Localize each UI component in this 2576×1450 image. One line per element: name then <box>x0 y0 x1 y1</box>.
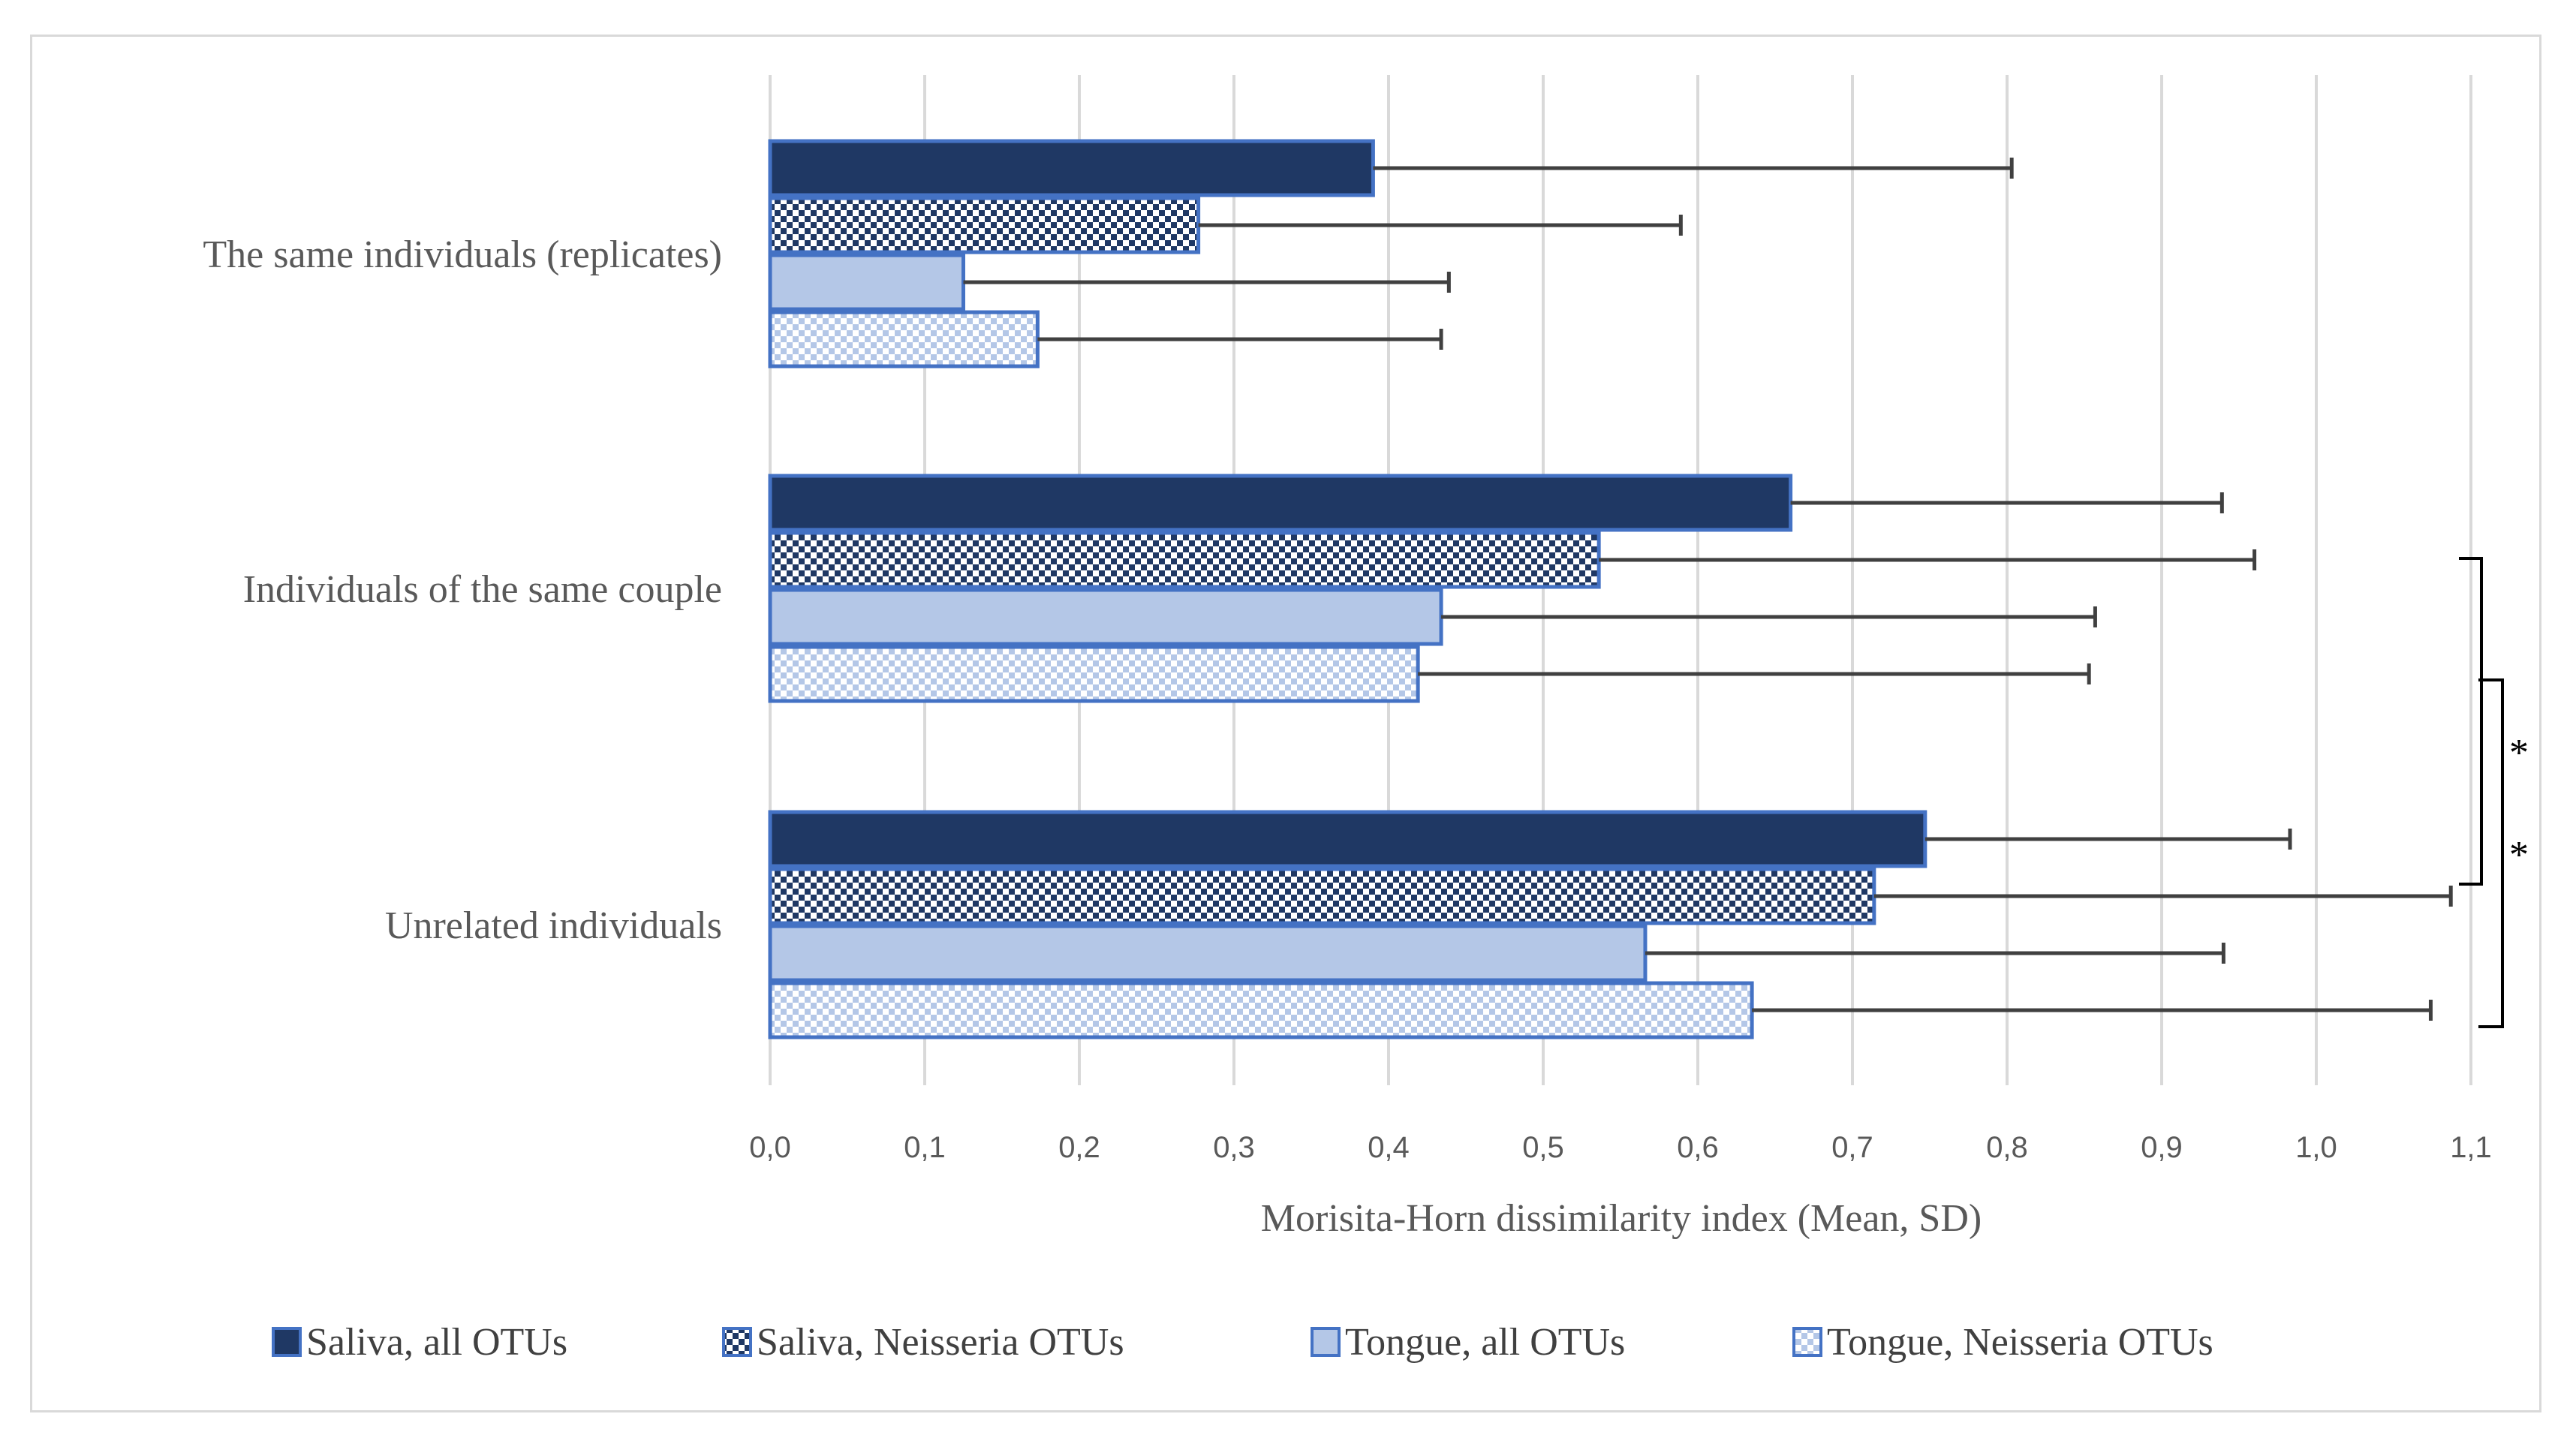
bar <box>768 253 965 311</box>
x-axis-title: Morisita-Horn dissimilarity index (Mean,… <box>1261 1197 1982 1240</box>
legend-label: Tongue, Neisseria OTUs <box>1827 1321 2213 1364</box>
legend-swatch <box>272 1327 302 1357</box>
x-tick-labels: 0,0 0,1 0,2 0,3 0,4 0,5 0,6 0,7 0,8 0,9 1,0 1,1 <box>749 1131 2492 1164</box>
bar <box>768 645 1420 703</box>
bar <box>768 981 1754 1039</box>
x-tick-label: 0,1 <box>904 1131 946 1164</box>
legend-label: Tongue, all OTUs <box>1345 1321 1625 1364</box>
x-tick-label: 0,3 <box>1213 1131 1255 1164</box>
bar <box>768 810 1927 868</box>
bar <box>768 924 1648 982</box>
bar <box>768 588 1443 646</box>
error-bars <box>963 158 2453 1021</box>
category-label: Unrelated individuals <box>385 904 722 947</box>
category-label: The same individuals (replicates) <box>203 233 722 276</box>
significance-star: * <box>2509 732 2529 775</box>
significance-star: * <box>2509 834 2529 877</box>
bar <box>768 139 1375 197</box>
x-tick-label: 0,4 <box>1368 1131 1410 1164</box>
x-tick-label: 1,1 <box>2450 1131 2492 1164</box>
chart-frame <box>30 35 2541 1412</box>
x-tick-label: 0,7 <box>1831 1131 1873 1164</box>
bars <box>768 139 1927 1039</box>
bar <box>768 310 1040 369</box>
x-tick-label: 0,0 <box>749 1131 791 1164</box>
bar <box>768 474 1793 532</box>
legend-swatch <box>1792 1327 1822 1357</box>
significance-brackets: ** <box>2459 557 2529 1028</box>
bar <box>768 196 1201 254</box>
x-tick-label: 0,9 <box>2141 1131 2183 1164</box>
legend: Saliva, all OTUs Saliva, Neisseria OTUs To… <box>272 1321 2213 1364</box>
bar <box>768 867 1876 925</box>
bar <box>768 531 1601 589</box>
legend-label: Saliva, Neisseria OTUs <box>757 1321 1124 1364</box>
legend-swatch <box>1311 1327 1341 1357</box>
x-tick-label: 0,2 <box>1058 1131 1100 1164</box>
x-tick-label: 0,6 <box>1677 1131 1719 1164</box>
significance-bracket <box>2459 557 2483 886</box>
x-tick-label: 0,5 <box>1522 1131 1564 1164</box>
legend-swatch <box>722 1327 752 1357</box>
category-labels: The same individuals (replicates) Individ… <box>203 233 722 947</box>
x-tick-label: 1,0 <box>2295 1131 2337 1164</box>
x-tick-label: 0,8 <box>1986 1131 2028 1164</box>
legend-label: Saliva, all OTUs <box>306 1321 567 1364</box>
significance-bracket <box>2478 678 2504 1028</box>
category-label: Individuals of the same couple <box>243 568 722 611</box>
